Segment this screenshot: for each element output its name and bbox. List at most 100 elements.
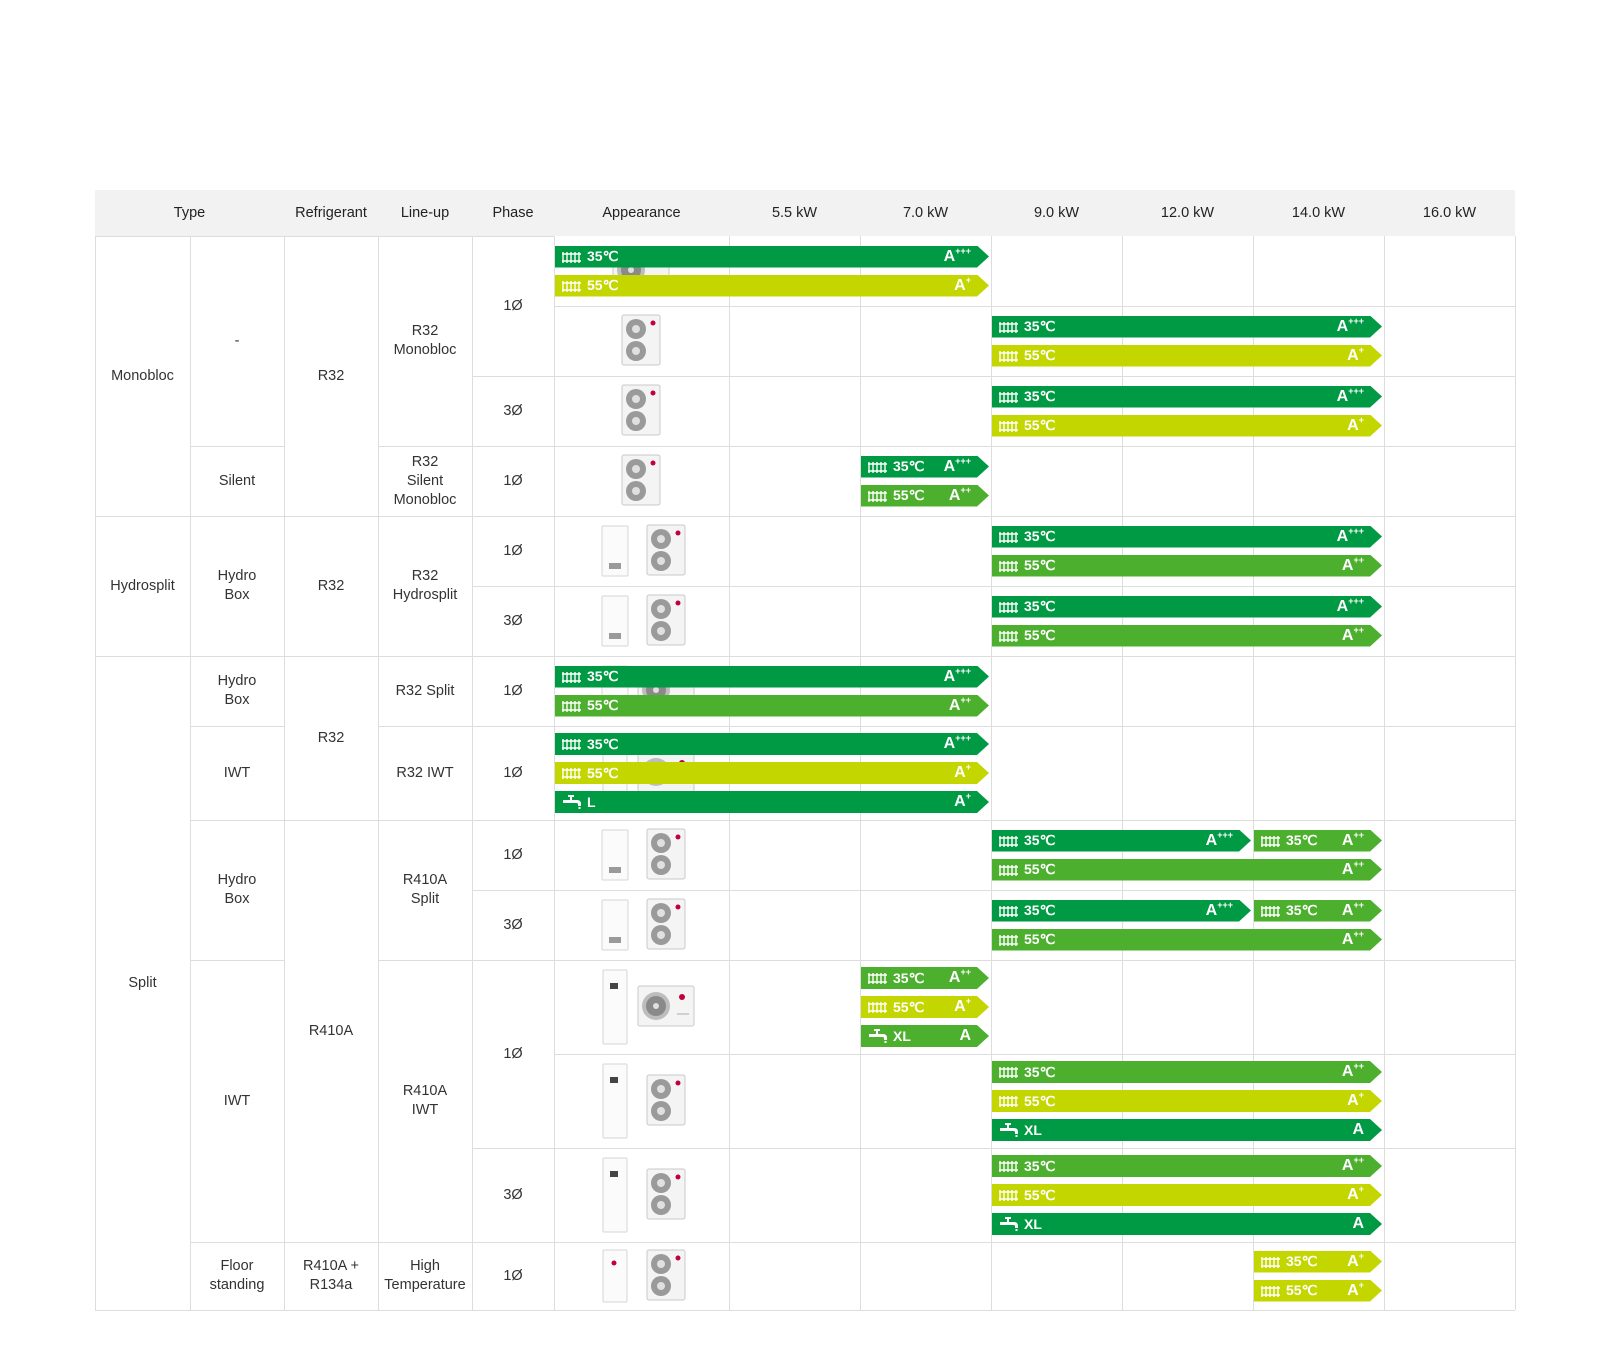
energy-grade: A+ — [1347, 344, 1364, 364]
energy-rating-bar: 55℃ A+ — [992, 1090, 1382, 1112]
outdoor-unit-image — [646, 898, 686, 950]
energy-rating-bar: 35℃ A+++ — [992, 595, 1382, 618]
phase-cell: 1Ø — [503, 542, 523, 559]
grid-line — [95, 236, 96, 1310]
energy-grade: A+++ — [1336, 315, 1364, 335]
rating-temperature: 35℃ — [893, 458, 925, 474]
grid-line — [472, 726, 554, 727]
radiator-icon — [999, 1096, 1018, 1107]
column-header: 14.0 kW — [1291, 205, 1346, 221]
radiator-icon — [562, 671, 581, 683]
grid-line — [284, 236, 378, 237]
phase-cell: 1Ø — [503, 297, 523, 314]
rating-temperature: 35℃ — [587, 248, 619, 264]
radiator-icon — [1261, 1256, 1280, 1268]
energy-grade: A++ — [1341, 1155, 1364, 1174]
outdoor-unit-image — [646, 524, 686, 576]
energy-grade: A+ — [954, 762, 971, 781]
energy-grade: A+ — [954, 274, 971, 294]
radiator-icon — [999, 905, 1018, 917]
grid-line — [554, 586, 1515, 587]
radiator-icon — [1261, 1285, 1280, 1297]
refrigerant-cell: R410A + R134a — [302, 1258, 360, 1293]
type-cell: Split — [128, 974, 157, 991]
energy-grade: A++ — [1341, 829, 1364, 849]
energy-rating-bar: 35℃ A+++ — [555, 665, 989, 688]
grid-line — [378, 726, 472, 727]
phase-cell: 3Ø — [503, 916, 523, 933]
rating-temperature: XL — [893, 1028, 911, 1044]
energy-grade: A — [1352, 1121, 1364, 1138]
grid-line — [472, 960, 554, 961]
energy-grade: A+++ — [1336, 595, 1364, 615]
grid-line — [554, 960, 1515, 961]
rating-temperature: 55℃ — [1286, 1282, 1318, 1298]
energy-grade: A++ — [948, 694, 971, 714]
energy-grade: A++ — [1341, 858, 1364, 878]
subtype-cell: Silent — [218, 472, 256, 489]
outdoor-unit-image — [646, 594, 686, 646]
tap-icon — [869, 1029, 887, 1043]
rating-temperature: 55℃ — [587, 697, 619, 713]
rating-temperature: 55℃ — [1024, 627, 1056, 643]
indoor-unit-image — [601, 899, 629, 951]
grid-line — [554, 1148, 1515, 1149]
rating-temperature: 35℃ — [1024, 388, 1056, 404]
grid-line — [554, 376, 1515, 377]
radiator-icon — [562, 280, 581, 292]
grid-line — [554, 446, 1515, 447]
energy-rating-bar: 55℃ A++ — [992, 928, 1382, 951]
rating-temperature: 55℃ — [1024, 1186, 1056, 1203]
energy-rating-bar: 55℃ A+ — [992, 1184, 1382, 1206]
grid-line — [472, 236, 473, 1310]
grid-line — [472, 446, 554, 447]
rating-temperature: 35℃ — [1024, 832, 1056, 848]
phase-cell: 1Ø — [503, 764, 523, 781]
grid-line — [95, 516, 190, 517]
energy-rating-bar: 55℃ A++ — [861, 484, 989, 507]
refrigerant-cell: R32 — [317, 367, 345, 384]
phase-cell: 3Ø — [503, 402, 523, 419]
grid-line — [190, 236, 284, 237]
column-header: 5.5 kW — [771, 205, 818, 221]
grid-line — [472, 236, 554, 237]
subtype-cell: Hydro Box — [217, 872, 257, 907]
grid-line — [284, 820, 378, 821]
column-header: Appearance — [602, 205, 681, 221]
grid-line — [554, 1054, 1515, 1055]
rating-temperature: 35℃ — [1024, 902, 1056, 918]
grid-line — [554, 1242, 1515, 1243]
refrigerant-cell: R410A — [308, 1022, 354, 1039]
energy-rating-bar: 55℃ A+ — [992, 344, 1382, 367]
indoor-unit-image — [602, 1249, 628, 1303]
radiator-icon — [999, 391, 1018, 403]
energy-grade: A+++ — [1336, 385, 1364, 405]
grid-line — [284, 656, 378, 657]
grid-line — [284, 1242, 378, 1243]
energy-grade: A++ — [1341, 624, 1364, 644]
grid-line — [190, 236, 191, 1310]
grid-line — [190, 516, 284, 517]
grid-line — [190, 820, 284, 821]
grid-line — [472, 516, 554, 517]
energy-grade: A+ — [1347, 1250, 1364, 1270]
grid-line — [1515, 236, 1516, 1310]
column-header: 7.0 kW — [902, 205, 949, 221]
energy-grade: A+ — [1347, 1184, 1364, 1203]
energy-rating-bar: 55℃ A+ — [992, 414, 1382, 437]
energy-rating-bar: 55℃ A+ — [555, 762, 989, 784]
grid-line — [190, 446, 284, 447]
grid-line — [190, 960, 284, 961]
column-header: Phase — [492, 205, 534, 221]
radiator-icon — [999, 835, 1018, 847]
radiator-icon — [562, 768, 581, 779]
rating-temperature: XL — [1024, 1216, 1042, 1232]
phase-cell: 1Ø — [503, 1045, 523, 1062]
radiator-icon — [999, 420, 1018, 432]
energy-grade: A++ — [1341, 554, 1364, 574]
radiator-icon — [562, 700, 581, 712]
rating-temperature: 35℃ — [1024, 1063, 1056, 1080]
radiator-icon — [999, 934, 1018, 946]
outdoor-unit-image — [637, 985, 695, 1027]
